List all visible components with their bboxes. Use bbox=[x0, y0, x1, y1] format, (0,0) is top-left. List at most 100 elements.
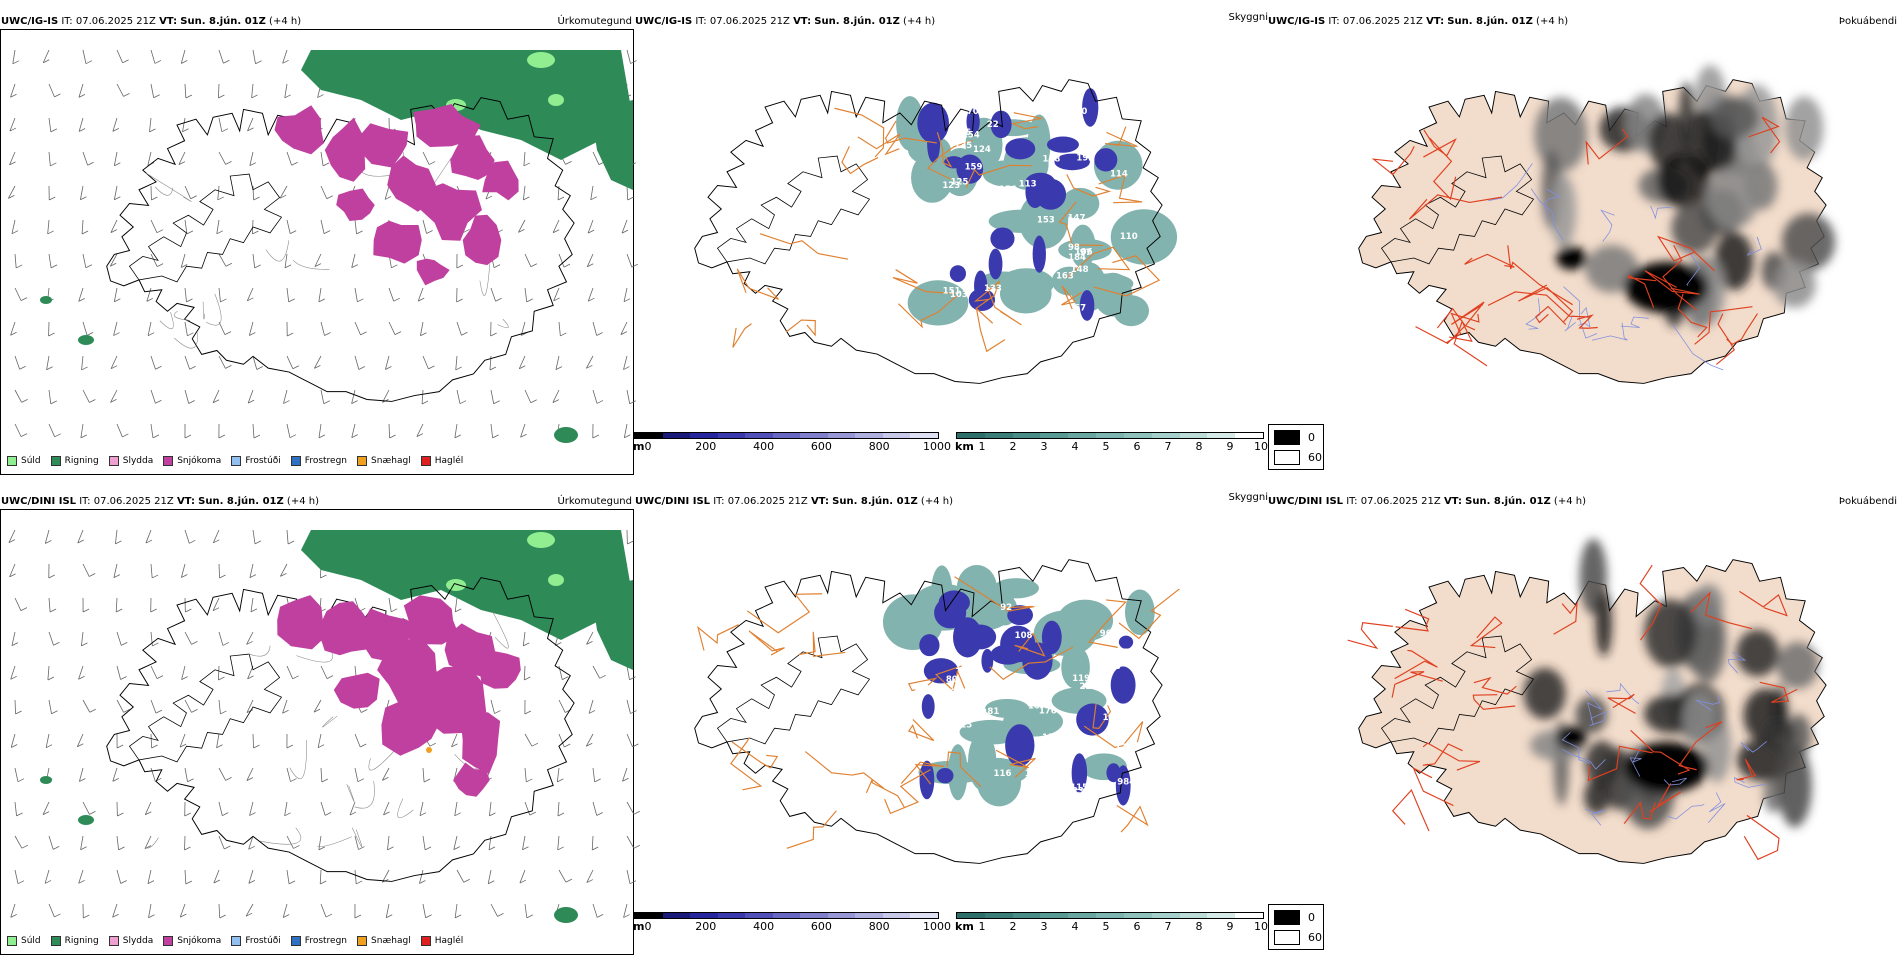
snow-depth-label: 133 bbox=[984, 284, 1002, 294]
model-name: UWC/DINI ISL bbox=[1268, 496, 1343, 507]
scale-tick: 600 bbox=[811, 920, 832, 933]
iceland-coastline: 1541421471381251236798153118133113110159… bbox=[695, 80, 1177, 384]
snow-depth-label: 123 bbox=[942, 181, 960, 191]
it-label: IT: bbox=[1346, 496, 1357, 507]
colorbar-segment bbox=[985, 433, 1013, 438]
vt-value: Sun. 8.jún. 01Z bbox=[814, 16, 900, 27]
legend-swatch bbox=[421, 936, 431, 946]
cloud-key-row: 0 bbox=[1274, 430, 1315, 445]
snow-depth-colorbar bbox=[634, 912, 939, 919]
legend-swatch bbox=[7, 936, 17, 946]
legend-swatch bbox=[109, 456, 119, 466]
visibility-title: Skyggni bbox=[1228, 492, 1268, 504]
iceland-land bbox=[1348, 539, 1826, 864]
forecast-header: UWC/DINI ISL IT: 07.06.2025 21Z VT: Sun.… bbox=[1, 496, 319, 508]
precip-map bbox=[1, 510, 633, 930]
model-name: UWC/IG-IS bbox=[1268, 16, 1325, 27]
model-name: UWC/DINI ISL bbox=[1, 496, 76, 507]
snow-depth-label: 93 bbox=[1109, 662, 1121, 672]
legend-swatch bbox=[357, 456, 367, 466]
colorbar-segment bbox=[745, 433, 773, 438]
snow-depth-label: 86 bbox=[970, 659, 982, 669]
colorbar-segment bbox=[1152, 913, 1180, 918]
cloud-key-row: 0 bbox=[1274, 910, 1315, 925]
snow-depth-label: 114 bbox=[1123, 716, 1141, 726]
legend-swatch bbox=[163, 936, 173, 946]
scale-unit: km bbox=[955, 920, 974, 933]
scale-tick: 5 bbox=[1103, 440, 1110, 453]
lead-time: (+4 h) bbox=[903, 16, 935, 27]
legend-swatch bbox=[163, 456, 173, 466]
scale-unit: m bbox=[633, 440, 644, 453]
snow-depth-label: 147 bbox=[1068, 213, 1086, 223]
iceland-land bbox=[1359, 65, 1835, 383]
scale-tick: 8 bbox=[1196, 440, 1203, 453]
legend-item: Súld bbox=[7, 936, 41, 946]
snow-depth-label: 113 bbox=[1037, 754, 1055, 764]
it-value: 07.06.2025 21Z bbox=[94, 496, 174, 507]
snow-depth-label: 96 bbox=[1100, 629, 1112, 639]
colorbar-segment bbox=[1068, 913, 1096, 918]
fog-index-title: Þokuábendi bbox=[1839, 496, 1897, 508]
legend-item: Rigning bbox=[51, 936, 99, 946]
snow-depth-label: 152 bbox=[1061, 587, 1079, 597]
colorbar-segment bbox=[635, 433, 663, 438]
colorbar-segment bbox=[910, 913, 938, 918]
legend-label: Slydda bbox=[123, 456, 153, 466]
colorbar-segment bbox=[1207, 913, 1235, 918]
cloud-key-swatch bbox=[1274, 930, 1300, 945]
snow-depth-label: 70 bbox=[967, 107, 979, 117]
cloud-key-row: 60 bbox=[1274, 450, 1322, 465]
snow-depth-label: 237 bbox=[1033, 599, 1051, 609]
snow-depth-label: 115 bbox=[954, 720, 972, 730]
legend-swatch bbox=[357, 936, 367, 946]
snow-depth-label: 167 bbox=[1028, 702, 1046, 712]
colorbar-segment bbox=[663, 913, 691, 918]
legend-swatch bbox=[51, 936, 61, 946]
legend-label: Snjókoma bbox=[177, 936, 221, 946]
snow-depth-label: 142 bbox=[964, 225, 982, 235]
forecast-header: UWC/IG-IS IT: 07.06.2025 21Z VT: Sun. 8.… bbox=[1268, 16, 1568, 28]
colorbar-segment bbox=[1040, 433, 1068, 438]
snow-depth-label: 154 bbox=[999, 185, 1017, 195]
scale-tick: 800 bbox=[869, 920, 890, 933]
precip-type-title: Úrkomutegund bbox=[557, 16, 632, 28]
colorbar-segment bbox=[1096, 913, 1124, 918]
colorbar-segment bbox=[1068, 433, 1096, 438]
legend-item: Slydda bbox=[109, 936, 153, 946]
vt-value: Sun. 8.jún. 01Z bbox=[832, 496, 918, 507]
it-label: IT: bbox=[79, 496, 90, 507]
cloud-key-swatch bbox=[1274, 430, 1300, 445]
legend-item: Frostregn bbox=[291, 456, 347, 466]
colorbar-segment bbox=[1180, 433, 1208, 438]
cloud-key-label: 60 bbox=[1308, 451, 1322, 464]
colorbar-segment bbox=[828, 913, 856, 918]
it-value: 07.06.2025 21Z bbox=[728, 496, 808, 507]
scale-tick: 4 bbox=[1072, 920, 1079, 933]
snow-visibility-panel: UWC/DINI ISL IT: 07.06.2025 21Z VT: Sun.… bbox=[634, 492, 1268, 954]
colorbar-segment bbox=[1207, 433, 1235, 438]
snow-depth-label: 130 bbox=[1033, 685, 1051, 695]
scale-tick: 0 bbox=[645, 920, 652, 933]
snow-depth-label: 192 bbox=[1076, 154, 1094, 164]
colorbar-segment bbox=[957, 913, 985, 918]
snow-depth-label: 147 bbox=[1025, 769, 1043, 779]
model-name: UWC/IG-IS bbox=[635, 16, 692, 27]
legend-item: Frostregn bbox=[291, 936, 347, 946]
colorbar-segment bbox=[1124, 433, 1152, 438]
scale-tick: 800 bbox=[869, 440, 890, 453]
scale-tick: 7 bbox=[1165, 440, 1172, 453]
colorbar-segment bbox=[1013, 913, 1041, 918]
colorbar-segment bbox=[828, 433, 856, 438]
it-label: IT: bbox=[1328, 16, 1339, 27]
colorbar-segment bbox=[985, 913, 1013, 918]
legend-item: Haglél bbox=[421, 936, 464, 946]
legend-label: Haglél bbox=[435, 936, 464, 946]
